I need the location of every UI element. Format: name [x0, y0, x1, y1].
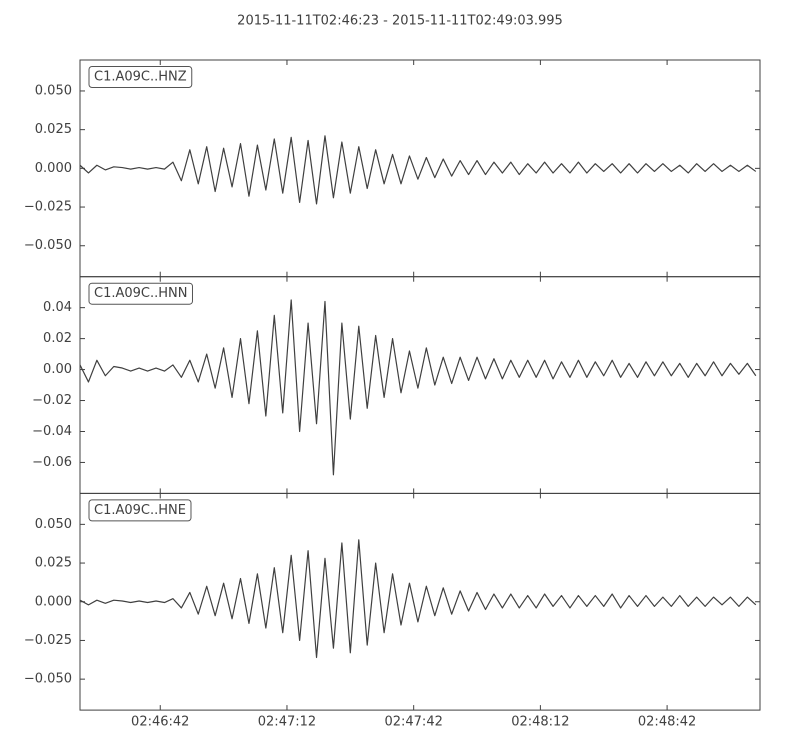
y-tick-label: −0.025: [24, 633, 72, 648]
y-tick-label: 0.025: [35, 556, 72, 571]
y-tick-label: 0.050: [35, 83, 72, 98]
y-tick-label: 0.02: [43, 331, 72, 346]
trace-label: C1.A09C..HNE: [94, 503, 186, 518]
y-tick-label: 0.025: [35, 122, 72, 137]
waveform: [80, 539, 757, 659]
y-tick-label: −0.04: [32, 424, 72, 439]
trace-label-box: [88, 282, 193, 305]
y-tick-label: −0.050: [24, 238, 72, 253]
waveform: [80, 135, 757, 205]
y-tick-label: −0.06: [32, 455, 72, 470]
trace-label-box: [88, 499, 192, 522]
y-tick-label: 0.00: [43, 362, 72, 377]
y-tick-label: −0.025: [24, 200, 72, 215]
x-tick-label: 02:47:42: [384, 715, 442, 730]
x-tick-label: 02:47:12: [258, 715, 316, 730]
x-tick-label: 02:46:42: [131, 715, 189, 730]
y-tick-label: 0.000: [35, 161, 72, 176]
trace-label-box: [88, 66, 193, 88]
x-tick-label: 02:48:12: [511, 715, 569, 730]
trace-label: C1.A09C..HNZ: [94, 70, 187, 85]
y-tick-label: 0.04: [43, 300, 72, 315]
waveform: [80, 299, 757, 476]
y-tick-label: 0.050: [35, 517, 72, 532]
y-tick-label: −0.050: [24, 672, 72, 687]
y-tick-label: 0.000: [35, 594, 72, 609]
x-tick-label: 02:48:42: [638, 715, 696, 730]
figure-title: 2015-11-11T02:46:23 - 2015-11-11T02:49:0…: [237, 14, 563, 29]
axes-frame: [79, 492, 761, 711]
trace-label: C1.A09C..HNN: [94, 286, 187, 301]
y-tick-label: −0.02: [32, 393, 72, 408]
